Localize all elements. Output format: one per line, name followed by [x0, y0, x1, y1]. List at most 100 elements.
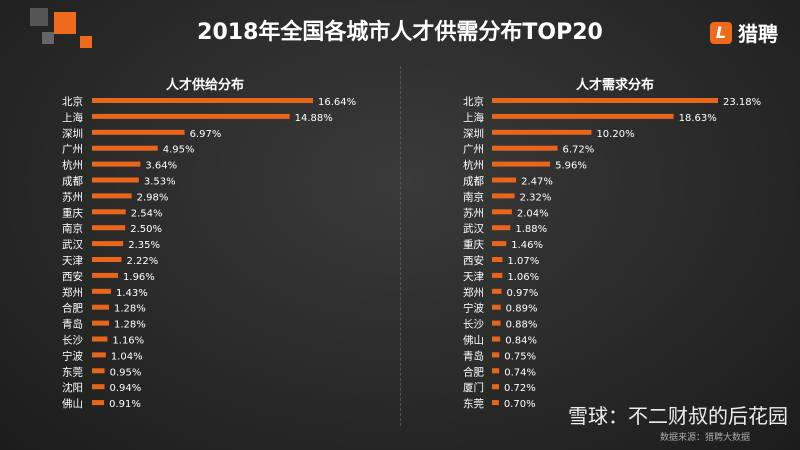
value-label: 2.35%	[128, 240, 160, 251]
bar	[92, 113, 290, 119]
category-label: 青岛	[463, 349, 484, 362]
value-label: 6.97%	[190, 129, 222, 140]
bar	[492, 257, 503, 262]
value-label: 2.98%	[137, 192, 169, 203]
category-label: 佛山	[62, 397, 83, 410]
bar	[92, 129, 185, 135]
value-label: 1.88%	[515, 224, 547, 235]
category-label: 北京	[463, 95, 484, 108]
bar	[492, 241, 507, 247]
category-label: 深圳	[62, 128, 83, 140]
page-title: 2018年全国各城市人才供需分布TOP20	[197, 20, 603, 45]
category-label: 沈阳	[62, 381, 83, 394]
category-label: 上海	[62, 111, 83, 124]
category-label: 青岛	[62, 318, 83, 331]
bar	[92, 336, 108, 342]
category-label: 天津	[463, 271, 484, 283]
category-label: 重庆	[62, 206, 83, 219]
value-label: 0.74%	[504, 367, 536, 378]
bar	[92, 209, 126, 215]
category-label: 郑州	[463, 286, 484, 299]
value-label: 2.32%	[520, 192, 552, 203]
bar	[92, 384, 105, 390]
value-label: 1.04%	[111, 351, 143, 362]
value-label: 1.28%	[114, 304, 146, 315]
cube-logo-icon	[30, 8, 92, 48]
bar	[492, 177, 517, 183]
value-label: 0.88%	[506, 320, 538, 331]
value-label: 0.91%	[109, 399, 141, 410]
watermark: 雪球：不二财叔的后花园	[568, 404, 788, 428]
category-label: 天津	[62, 255, 83, 267]
value-label: 3.53%	[144, 177, 176, 188]
value-label: 2.04%	[517, 208, 549, 219]
category-label: 广州	[463, 144, 484, 156]
bar	[92, 304, 109, 310]
value-label: 1.43%	[116, 288, 148, 299]
bar	[492, 225, 511, 231]
category-label: 武汉	[463, 222, 484, 235]
bar	[492, 288, 502, 294]
category-label: 南京	[463, 190, 484, 203]
bar	[492, 352, 500, 358]
category-label: 苏州	[463, 206, 484, 219]
bar	[492, 384, 500, 390]
category-label: 西安	[463, 254, 484, 267]
bar	[92, 241, 124, 247]
category-label: 杭州	[463, 159, 484, 172]
value-label: 0.75%	[504, 351, 536, 362]
category-label: 北京	[62, 95, 83, 108]
bar	[492, 145, 558, 151]
bar	[92, 98, 313, 103]
category-label: 成都	[463, 176, 484, 188]
value-label: 2.50%	[130, 224, 162, 235]
bar	[492, 113, 674, 119]
brand-l-icon: L	[710, 21, 732, 44]
data-source: 数据来源：猎聘大数据	[660, 433, 751, 443]
category-label: 长沙	[62, 335, 83, 347]
category-label: 佛山	[463, 334, 484, 347]
bar	[92, 161, 141, 167]
category-label: 上海	[463, 111, 484, 124]
value-label: 2.54%	[131, 208, 163, 219]
category-label: 宁波	[463, 302, 484, 315]
value-label: 1.16%	[112, 336, 144, 347]
category-label: 杭州	[62, 159, 83, 172]
category-label: 宁波	[62, 349, 83, 362]
bar	[492, 368, 500, 374]
value-label: 1.96%	[123, 272, 155, 283]
category-label: 东莞	[463, 397, 484, 410]
value-label: 16.64%	[318, 97, 356, 108]
value-label: 0.89%	[506, 304, 538, 315]
value-label: 23.18%	[723, 97, 761, 108]
demand-chart-title: 人才需求分布	[575, 78, 654, 93]
value-label: 14.88%	[295, 113, 333, 124]
value-label: 0.84%	[505, 336, 537, 347]
value-label: 2.47%	[521, 177, 553, 188]
value-label: 0.95%	[110, 367, 142, 378]
bar	[492, 320, 501, 326]
bar	[492, 193, 515, 199]
category-label: 长沙	[463, 319, 484, 331]
bar	[92, 352, 106, 358]
value-label: 1.46%	[511, 240, 543, 251]
bar	[492, 129, 592, 135]
value-label: 0.94%	[109, 383, 141, 394]
bar	[492, 272, 503, 278]
value-label: 0.97%	[506, 288, 538, 299]
category-label: 成都	[62, 176, 83, 188]
category-label: 合肥	[62, 302, 83, 315]
bar	[92, 193, 132, 199]
category-label: 东莞	[62, 365, 83, 378]
bar	[92, 225, 126, 231]
value-label: 3.64%	[145, 161, 177, 172]
bar	[492, 209, 512, 215]
supply-chart-title: 人才供给分布	[165, 78, 244, 93]
category-label: 武汉	[62, 238, 83, 251]
value-label: 0.70%	[504, 399, 536, 410]
value-label: 6.72%	[563, 145, 595, 156]
bar	[492, 400, 499, 406]
category-label: 郑州	[62, 286, 83, 299]
bar	[492, 304, 501, 310]
category-label: 南京	[62, 222, 83, 235]
